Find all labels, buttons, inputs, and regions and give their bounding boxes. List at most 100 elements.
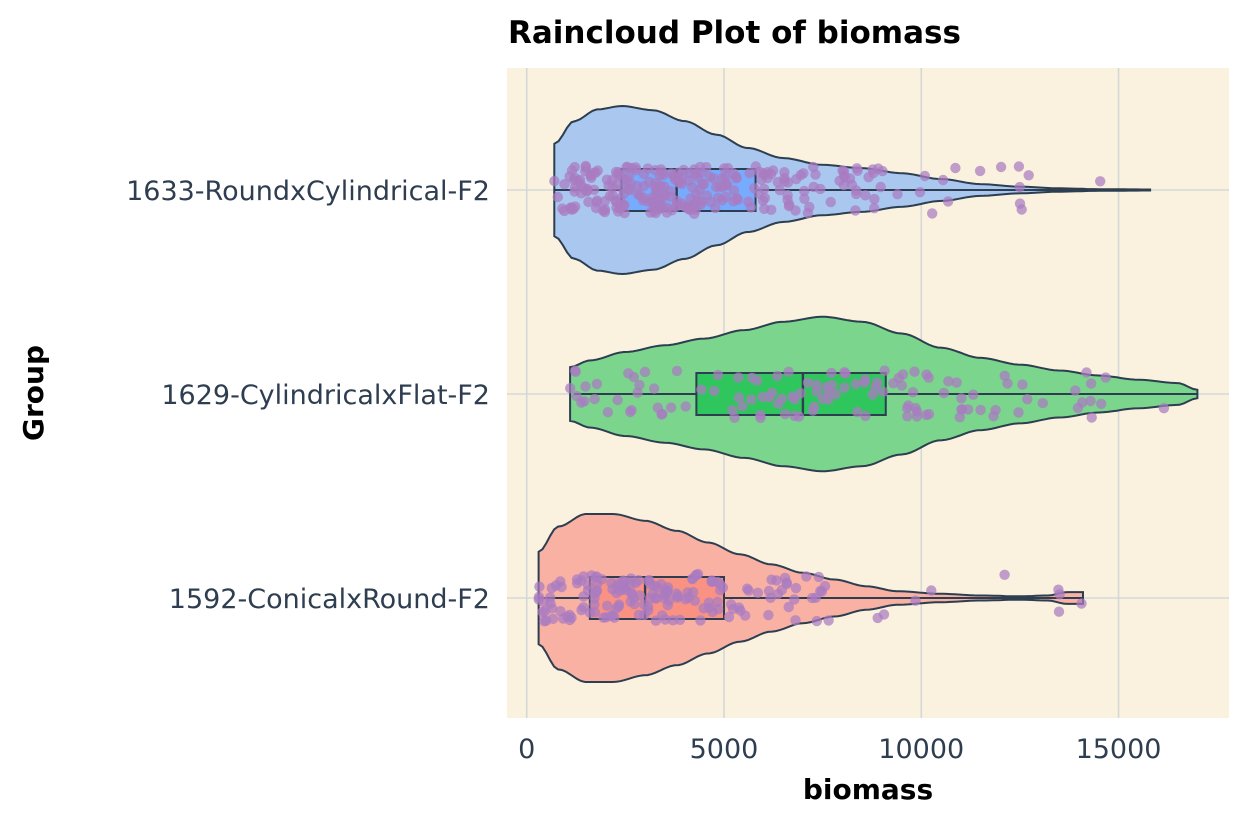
data-point (1085, 395, 1096, 407)
data-point (974, 165, 986, 177)
data-point (799, 185, 810, 197)
data-point (549, 175, 560, 187)
data-point (547, 613, 559, 624)
data-point (712, 369, 724, 381)
data-point (590, 167, 601, 178)
data-point (742, 583, 753, 594)
data-point (840, 368, 851, 379)
data-point (927, 208, 938, 219)
data-point (813, 571, 824, 583)
data-point (714, 578, 726, 590)
data-point (733, 372, 744, 383)
data-point (911, 406, 923, 417)
data-point (867, 164, 878, 175)
data-point (612, 394, 623, 406)
data-point (638, 192, 650, 204)
data-point (613, 167, 625, 178)
data-point (1077, 397, 1088, 408)
data-point (937, 174, 949, 186)
data-point (938, 387, 949, 399)
data-point (1086, 412, 1097, 423)
data-point (752, 587, 763, 598)
data-point (879, 365, 890, 376)
data-point (1096, 398, 1107, 409)
data-point (626, 588, 637, 599)
data-point (555, 606, 566, 617)
data-point (872, 377, 883, 388)
data-point (615, 585, 626, 596)
data-point (888, 378, 899, 389)
data-point (869, 203, 880, 214)
data-point (1037, 397, 1049, 409)
data-point (607, 174, 618, 186)
data-point (590, 572, 601, 583)
data-point (773, 398, 784, 409)
data-point (591, 378, 603, 390)
data-point (695, 615, 706, 626)
data-point (571, 390, 582, 402)
data-point (639, 366, 651, 378)
data-point (728, 196, 739, 207)
data-point (565, 383, 576, 394)
data-point (852, 165, 863, 176)
data-point (767, 165, 779, 176)
data-point (660, 614, 671, 625)
data-point (951, 377, 962, 388)
x-tick-label: 10000 (878, 734, 964, 765)
data-point (807, 592, 818, 604)
data-point (772, 176, 783, 188)
data-point (838, 179, 849, 191)
data-point (729, 412, 740, 423)
data-point (671, 588, 682, 599)
data-point (607, 610, 618, 621)
data-point (733, 392, 745, 403)
data-point (990, 404, 1001, 416)
data-point (661, 207, 673, 218)
data-point (808, 181, 819, 193)
data-point (579, 396, 590, 407)
data-point (942, 196, 954, 207)
data-point (763, 609, 774, 621)
data-point (662, 582, 674, 593)
data-point (737, 401, 748, 412)
data-point (1095, 176, 1106, 187)
data-point (757, 391, 768, 403)
data-point (589, 393, 600, 405)
data-point (746, 394, 757, 405)
data-point (902, 411, 913, 422)
data-point (639, 609, 650, 621)
data-point (784, 199, 795, 210)
data-point (850, 205, 861, 216)
data-point (1086, 378, 1097, 389)
data-point (652, 402, 663, 413)
data-point (766, 574, 777, 585)
data-point (720, 191, 731, 203)
data-point (583, 196, 594, 208)
y-tick-label: 1633-RoundxCylindrical-F2 (126, 176, 490, 207)
data-point (783, 366, 794, 377)
data-point (783, 601, 794, 613)
data-point (602, 407, 614, 418)
data-point (625, 406, 636, 418)
data-point (590, 202, 602, 214)
data-point (755, 409, 766, 421)
data-point (839, 382, 850, 393)
data-point (698, 179, 709, 190)
data-point (1017, 379, 1028, 390)
data-point (750, 161, 761, 172)
data-point (860, 190, 871, 201)
data-point (624, 184, 636, 196)
data-point (1053, 606, 1065, 617)
y-tick-label: 1629-CylindricalxFlat-F2 (161, 380, 490, 411)
data-point (723, 611, 735, 623)
data-point (1023, 170, 1034, 181)
data-point (875, 181, 886, 193)
data-point (826, 367, 837, 379)
data-point (650, 615, 662, 626)
data-point (570, 366, 581, 377)
data-point (580, 160, 591, 172)
data-point (844, 173, 856, 184)
data-point (774, 184, 785, 196)
data-point (1002, 378, 1013, 389)
data-point (776, 584, 787, 596)
